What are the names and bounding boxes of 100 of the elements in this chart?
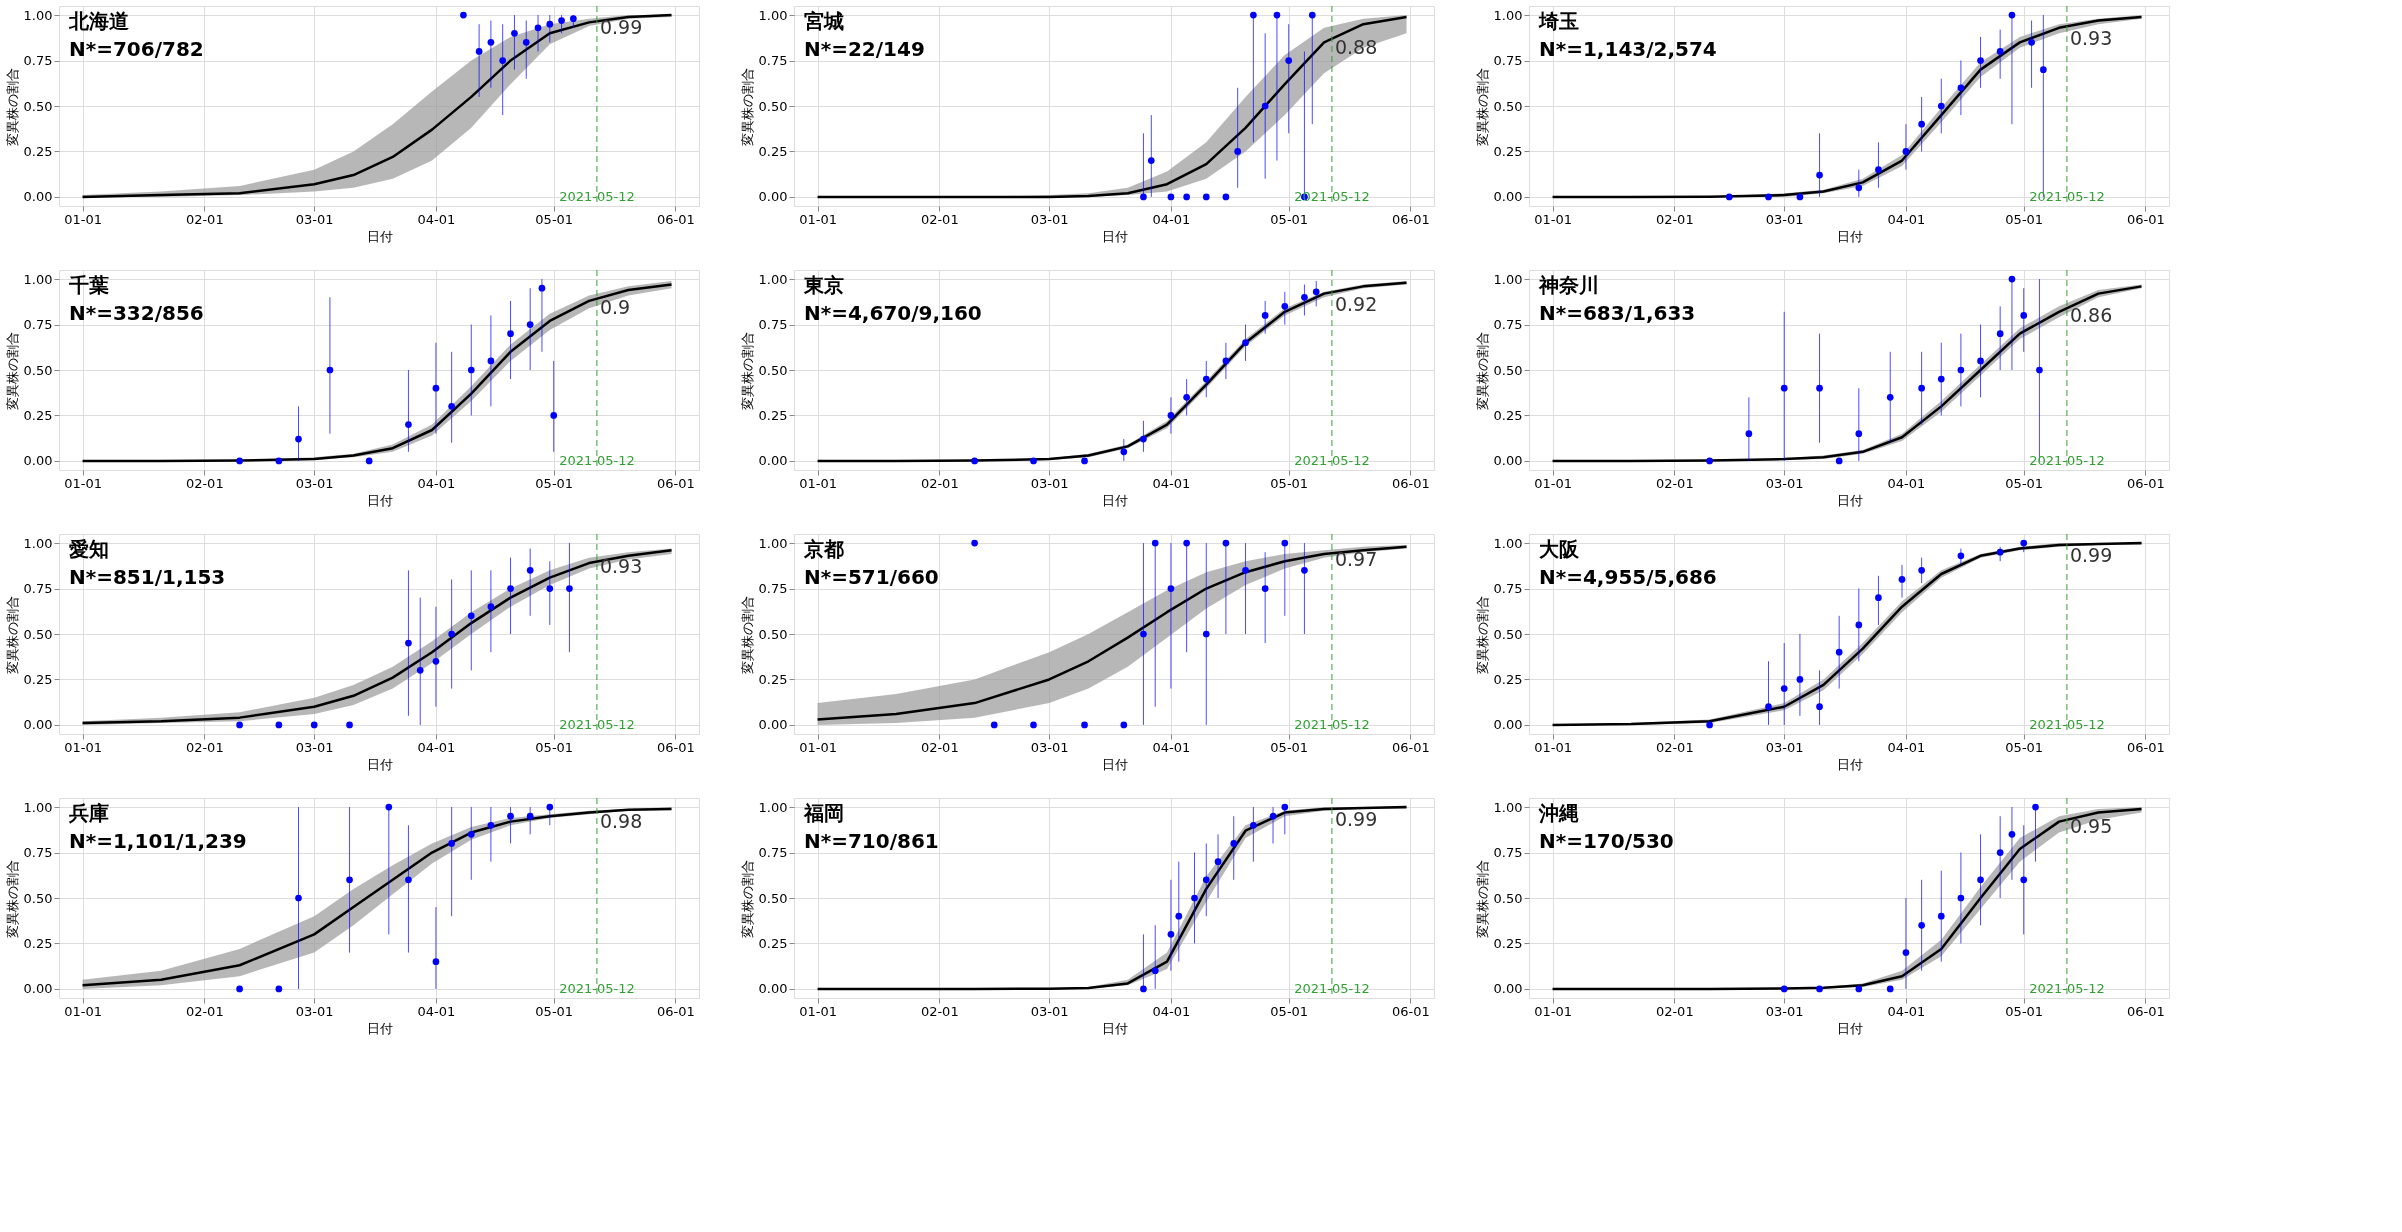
x-tick-label: 02-01	[1655, 739, 1694, 755]
x-axis-title: 日付	[1101, 1020, 1128, 1036]
annotation: 0.98	[599, 809, 643, 832]
x-axis-title: 日付	[366, 1020, 393, 1036]
text: N*=1,143/2,574	[1539, 37, 1717, 61]
y-tick-label: 0.00	[758, 717, 788, 733]
text: N*=571/660	[804, 565, 939, 589]
x-tick-label: 01-01	[1534, 475, 1572, 491]
x-tick-label: 06-01	[1392, 739, 1430, 755]
y-tick-label: 0.75	[758, 53, 788, 69]
y-tick-label: 0.25	[1493, 935, 1523, 951]
x-tick-label: 02-01	[1655, 475, 1694, 491]
x-tick-label: 01-01	[64, 211, 102, 227]
y-tick-label: 0.00	[23, 717, 53, 733]
x-tick-label: 03-01	[1030, 1003, 1069, 1019]
chart-title: 福岡	[803, 801, 844, 825]
y-axis-title: 変異株の割合	[4, 67, 20, 146]
x-tick-label: 03-01	[295, 1003, 334, 1019]
x-tick-label: 02-01	[1655, 211, 1694, 227]
y-tick-label: 0.50	[1493, 890, 1523, 906]
y-tick-label: 0.25	[23, 407, 53, 423]
x-tick-label: 02-01	[185, 211, 224, 227]
chart-title: 北海道	[68, 9, 129, 33]
y-axis-title: 変異株の割合	[1474, 859, 1490, 938]
y-tick-label: 1.00	[758, 7, 788, 23]
y-tick-label: 0.75	[1493, 53, 1523, 69]
y-tick-label: 0.50	[758, 98, 788, 114]
chart-title: 宮城	[804, 9, 844, 33]
y-tick-label: 1.00	[1493, 271, 1523, 287]
y-tick-label: 1.00	[1493, 535, 1523, 551]
annotation: 0.86	[2069, 303, 2113, 326]
y-tick-label: 1.00	[23, 271, 53, 287]
y-tick-label: 0.75	[23, 581, 53, 597]
text: N*=683/1,633	[1539, 301, 1696, 325]
x-tick-label: 06-01	[1392, 211, 1430, 227]
x-axis-title: 日付	[1101, 492, 1128, 508]
x-axis-title: 日付	[366, 492, 393, 508]
text: N*=706/782	[69, 37, 204, 61]
x-tick-label: 04-01	[417, 211, 456, 227]
text: N*=710/861	[804, 829, 939, 853]
y-tick-label: 1.00	[23, 799, 53, 815]
chart-title: 東京	[803, 273, 844, 297]
x-tick-label: 02-01	[1655, 1003, 1694, 1019]
y-tick-label: 0.50	[758, 362, 788, 378]
ref-line-label: 2021-05-12	[559, 189, 635, 204]
y-tick-label: 0.50	[23, 890, 53, 906]
chart-title: 大阪	[1539, 537, 1580, 561]
annotation: 0.88	[1334, 35, 1378, 58]
x-tick-label: 05-01	[535, 211, 574, 227]
x-tick-label: 03-01	[1765, 739, 1804, 755]
y-tick-label: 1.00	[23, 535, 53, 551]
x-tick-label: 04-01	[417, 1003, 456, 1019]
text: N*=4,670/9,160	[804, 301, 982, 325]
x-tick-label: 03-01	[1765, 475, 1804, 491]
annotation: 0.95	[2069, 815, 2113, 838]
x-tick-label: 05-01	[535, 1003, 574, 1019]
x-tick-label: 06-01	[2127, 475, 2165, 491]
x-tick-label: 06-01	[2127, 211, 2165, 227]
y-tick-label: 0.25	[23, 671, 53, 687]
x-tick-label: 06-01	[1392, 475, 1430, 491]
x-tick-label: 01-01	[64, 475, 102, 491]
ref-line-label: 2021-05-12	[559, 453, 635, 468]
x-tick-label: 05-01	[2005, 739, 2044, 755]
x-tick-label: 03-01	[1765, 1003, 1804, 1019]
chart-title: 京都	[803, 537, 844, 561]
x-tick-label: 06-01	[1392, 1003, 1430, 1019]
x-tick-label: 01-01	[64, 1003, 102, 1019]
x-tick-label: 02-01	[185, 475, 224, 491]
x-tick-label: 01-01	[799, 475, 837, 491]
x-tick-label: 02-01	[920, 211, 959, 227]
chart-title: 神奈川	[1538, 273, 1599, 297]
x-tick-label: 04-01	[1887, 211, 1926, 227]
y-tick-label: 0.75	[23, 53, 53, 69]
x-axis-title: 日付	[366, 228, 393, 244]
x-tick-label: 04-01	[1887, 739, 1926, 755]
y-tick-label: 0.50	[1493, 362, 1523, 378]
x-tick-label: 03-01	[295, 211, 334, 227]
x-tick-label: 04-01	[417, 739, 456, 755]
text: N*=332/856	[69, 301, 204, 325]
x-tick-label: 03-01	[1765, 211, 1804, 227]
y-tick-label: 0.50	[758, 890, 788, 906]
y-tick-label: 0.25	[23, 143, 53, 159]
x-tick-label: 04-01	[1152, 1003, 1191, 1019]
ref-line-label: 2021-05-12	[1294, 453, 1370, 468]
y-tick-label: 0.50	[1493, 626, 1523, 642]
ref-line-label: 2021-05-12	[2029, 717, 2105, 732]
text: N*=22/149	[804, 37, 925, 61]
y-axis-title: 変異株の割合	[1474, 67, 1490, 146]
y-tick-label: 0.25	[758, 671, 788, 687]
x-tick-label: 04-01	[1152, 211, 1191, 227]
y-tick-label: 0.25	[758, 407, 788, 423]
annotation: 0.99	[1334, 807, 1378, 830]
annotation: 0.93	[599, 554, 643, 577]
ref-line-label: 2021-05-12	[559, 717, 635, 732]
x-tick-label: 05-01	[2005, 475, 2044, 491]
x-axis-title: 日付	[1101, 756, 1128, 772]
y-tick-label: 0.00	[758, 981, 788, 997]
y-axis-title: 変異株の割合	[739, 859, 755, 938]
x-tick-label: 05-01	[2005, 211, 2044, 227]
annotation: 0.92	[1334, 292, 1378, 315]
